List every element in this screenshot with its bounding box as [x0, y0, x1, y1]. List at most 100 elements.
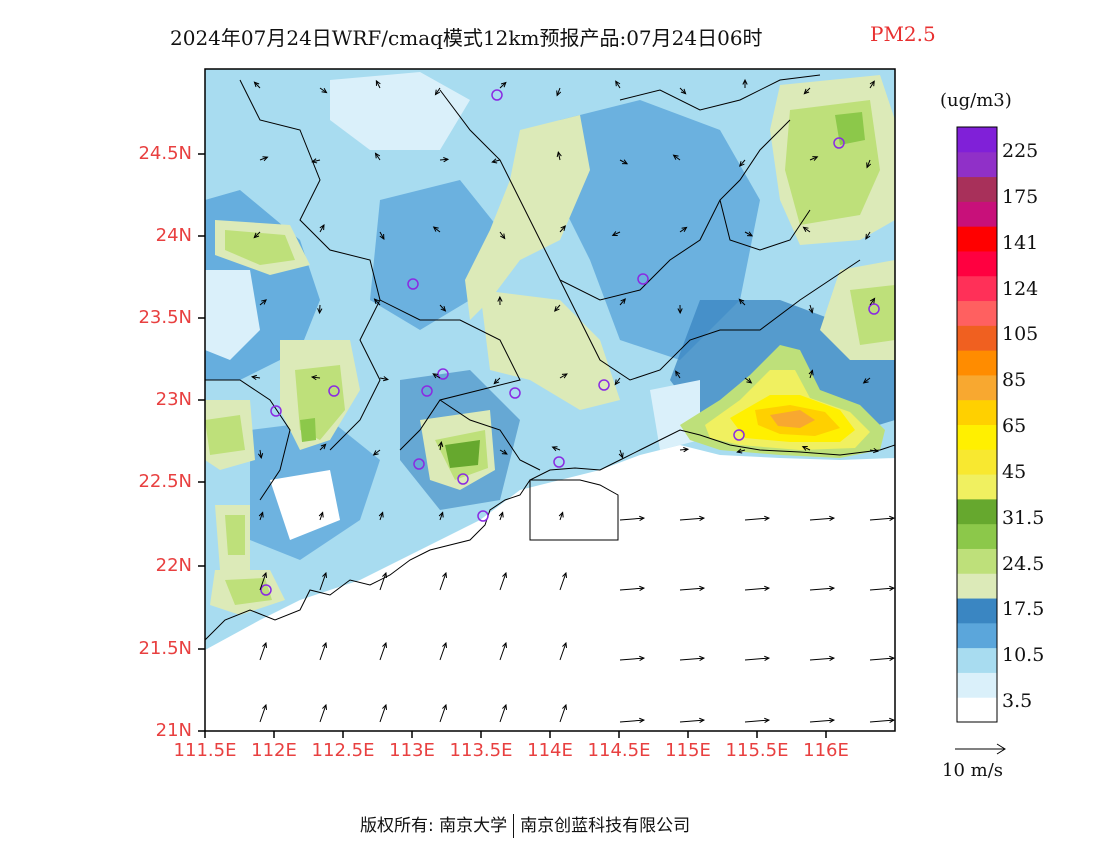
- wind-arrow-head: [551, 446, 558, 452]
- colorbar-unit: (ug/m3): [940, 90, 1012, 111]
- wind-arrow-head: [675, 370, 681, 377]
- region-24-band: [225, 515, 245, 555]
- colorbar-swatch: [957, 201, 997, 227]
- wind-arrow-head: [253, 232, 260, 239]
- clean-patch: [270, 470, 340, 540]
- wind-arrow: [319, 572, 327, 591]
- colorbar-swatch: [957, 424, 997, 450]
- wind-arrow-head: [699, 585, 706, 592]
- wind-arrow-head: [562, 571, 568, 579]
- wind-arrow: [311, 376, 321, 379]
- wind-arrow-head: [502, 571, 508, 579]
- wind-arrow: [319, 87, 327, 94]
- colorbar-frame: [956, 126, 998, 723]
- colorbar-swatch: [957, 127, 997, 153]
- concentration-field: [205, 69, 895, 731]
- wind-arrow: [439, 512, 444, 521]
- lat-label: 22N: [155, 555, 192, 576]
- wind-arrow: [744, 719, 769, 723]
- wind-arrow-head: [739, 161, 745, 167]
- wind-arrow-head: [889, 515, 896, 522]
- station-marker: [477, 510, 489, 522]
- wind-arrow: [619, 298, 626, 306]
- wind-arrow: [259, 572, 267, 591]
- coastline-detail: [529, 479, 619, 541]
- wind-arrow-head: [747, 231, 754, 237]
- colorbar-label: 31.5: [1002, 507, 1045, 529]
- colorbar-swatch: [957, 622, 997, 649]
- colorbar-swatch: [957, 474, 997, 500]
- variable-label: PM2.5: [870, 22, 936, 46]
- lon-label: 114.5E: [587, 740, 651, 761]
- region-17-band: [465, 115, 590, 320]
- wind-arrow: [252, 376, 261, 379]
- colorbar-swatch: [957, 647, 997, 673]
- wind-arrow-head: [829, 655, 836, 662]
- wind-arrow-head: [262, 156, 269, 162]
- lat-label: 22.5N: [138, 471, 192, 492]
- wind-arrow-head: [434, 89, 441, 96]
- wind-arrow: [744, 517, 769, 521]
- wind-arrow: [619, 657, 644, 661]
- wind-arrow: [499, 642, 507, 661]
- wind-arrow: [619, 517, 644, 521]
- wind-arrow: [866, 159, 871, 168]
- wind-arrow-head: [889, 717, 896, 724]
- wind-arrow: [559, 373, 568, 379]
- wind-arrow-head: [322, 641, 328, 649]
- wind-reference-label: 10 m/s: [942, 760, 1003, 781]
- region-24-band: [225, 578, 272, 605]
- region-24-band: [850, 285, 895, 345]
- wind-arrow-head: [318, 511, 324, 518]
- region-24-band: [225, 230, 295, 265]
- wind-arrow-head: [322, 571, 328, 579]
- wind-arrow: [319, 512, 324, 521]
- wind-arrow-head: [438, 440, 444, 448]
- wind-arrow: [809, 657, 834, 661]
- lat-label: 24N: [155, 225, 192, 246]
- wind-arrow-head: [699, 655, 706, 662]
- wind-arrow-head: [320, 443, 327, 450]
- lat-label: 23N: [155, 389, 192, 410]
- province-boundary: [239, 79, 381, 451]
- lon-label: 115E: [665, 740, 711, 761]
- wind-arrow: [559, 704, 567, 723]
- wind-arrow-head: [677, 308, 683, 315]
- region-10-band: [560, 100, 760, 360]
- wind-arrow-head: [442, 641, 448, 649]
- wind-arrow: [619, 587, 644, 591]
- wind-arrow: [312, 159, 321, 163]
- wind-arrow: [319, 224, 325, 233]
- colorbar-label: 124: [1002, 278, 1039, 300]
- wind-arrow: [679, 657, 704, 661]
- wind-arrow: [379, 642, 387, 661]
- wind-arrow: [439, 642, 447, 661]
- wind-arrow: [803, 87, 811, 95]
- wind-arrow-head: [829, 717, 836, 724]
- hotspot-core: [770, 410, 815, 428]
- wind-arrow: [375, 153, 381, 161]
- wind-arrow-head: [829, 515, 836, 522]
- wind-arrow-head: [639, 655, 646, 662]
- wind-arrow: [619, 719, 644, 723]
- wind-arrow: [439, 158, 449, 161]
- wind-arrow-head: [443, 157, 450, 163]
- wind-arrow-head: [373, 298, 380, 305]
- colorbar-swatch: [957, 697, 997, 723]
- wind-arrow-head: [736, 448, 743, 454]
- wind-arrow-head: [310, 374, 317, 381]
- wind-arrow: [869, 80, 875, 89]
- wind-arrow-head: [262, 641, 268, 649]
- lat-label: 23.5N: [138, 307, 192, 328]
- lat-label: 21N: [155, 720, 192, 741]
- colorbar-label: 17.5: [1002, 598, 1045, 620]
- wind-arrow-head: [802, 226, 809, 232]
- station-marker: [733, 429, 745, 441]
- wind-arrow: [615, 80, 621, 89]
- wind-arrow: [559, 642, 567, 661]
- wind-arrow-head: [374, 152, 381, 159]
- wind-arrow: [432, 373, 441, 379]
- lon-label: 115.5E: [725, 740, 789, 761]
- colorbar-swatch: [957, 548, 997, 574]
